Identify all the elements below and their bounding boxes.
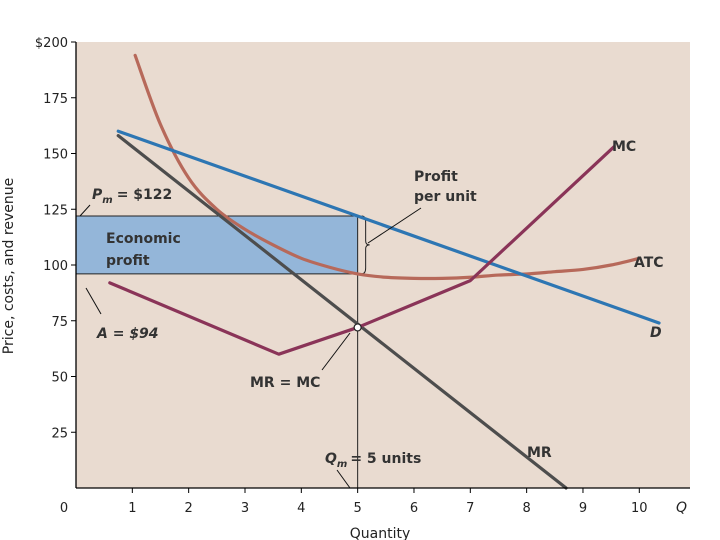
y-tick-label: 50 bbox=[51, 371, 68, 386]
x-tick-label: 1 bbox=[128, 501, 136, 516]
atc-leader-line bbox=[85, 287, 102, 315]
mr-mc-leader-line bbox=[321, 332, 351, 371]
x-tick-label: 9 bbox=[579, 501, 587, 516]
x-tick-label: 2 bbox=[185, 501, 193, 516]
x-tick-label: 7 bbox=[466, 501, 474, 516]
y-axis-title: Price, costs, and revenue bbox=[1, 178, 17, 354]
mr-mc-intersection-point bbox=[353, 323, 362, 332]
demand-curve-label: D bbox=[650, 325, 662, 341]
x-tick-label: 3 bbox=[241, 501, 249, 516]
qm-label: Qm = 5 units bbox=[325, 451, 421, 470]
economic-profit-area bbox=[76, 215, 358, 274]
economic-profit-label-2: profit bbox=[106, 253, 150, 269]
profit-per-unit-label-2: per unit bbox=[414, 189, 477, 205]
mr-eq-mc-label: MR = MC bbox=[250, 375, 320, 391]
x-axis-title: Quantity bbox=[350, 526, 411, 540]
y-tick-label: 175 bbox=[43, 92, 68, 107]
x-tick-label: 0 bbox=[60, 501, 68, 516]
pm-label: Pm = $122 bbox=[92, 187, 172, 206]
atc-value-label: A = $94 bbox=[96, 326, 159, 342]
pm-leader-line bbox=[79, 204, 91, 217]
y-tick-label: 25 bbox=[51, 426, 68, 441]
x-tick-label: 10 bbox=[631, 501, 648, 516]
mr-curve bbox=[116, 134, 568, 490]
x-axis-symbol: Q bbox=[676, 500, 687, 516]
atc-curve-label: ATC bbox=[634, 255, 664, 271]
profit-per-unit-label: Profit bbox=[414, 169, 458, 185]
y-tick-label: 75 bbox=[51, 315, 68, 330]
y-tick-label: $200 bbox=[35, 36, 68, 51]
d-curve bbox=[116, 129, 661, 325]
profit-per-unit-leader bbox=[367, 207, 422, 244]
economic-profit-label: Economic bbox=[106, 231, 181, 247]
mr-curve-label: MR bbox=[527, 445, 552, 461]
x-tick-label: 4 bbox=[297, 501, 305, 516]
y-tick-label: 100 bbox=[43, 259, 68, 274]
atc-curve bbox=[133, 53, 641, 281]
y-tick-label: 150 bbox=[43, 148, 68, 163]
x-tick-label: 8 bbox=[523, 501, 531, 516]
qm-leader-line bbox=[336, 469, 351, 489]
mc-curve-label: MC bbox=[612, 139, 636, 155]
y-tick-label: 125 bbox=[43, 203, 68, 218]
x-tick-label: 6 bbox=[410, 501, 418, 516]
x-tick-label: 5 bbox=[354, 501, 362, 516]
